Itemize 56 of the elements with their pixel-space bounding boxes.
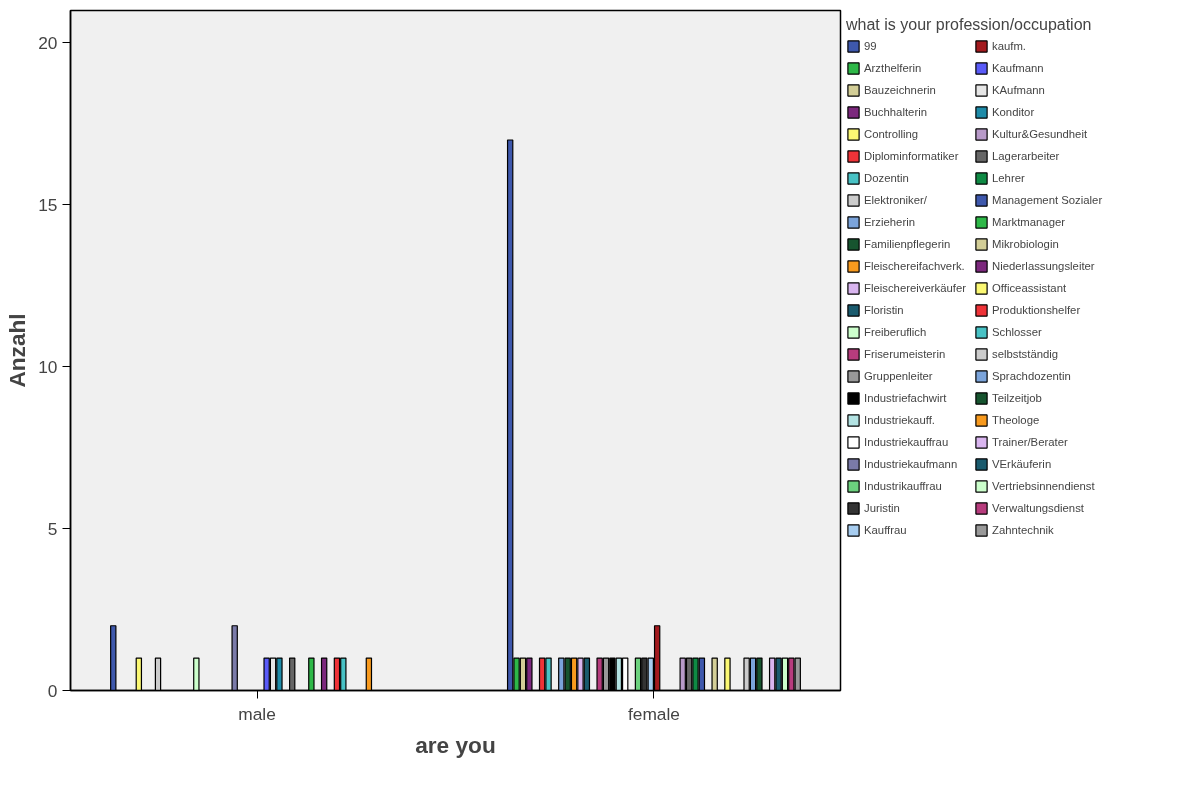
legend-label: Teilzeitjob (992, 391, 1042, 405)
legend-label: Industriekauffrau (864, 435, 949, 449)
y-tick-label: 10 (38, 356, 58, 377)
legend-label: Niederlassungsleiter (992, 259, 1095, 273)
legend-label: Fleischereiverkäufer (864, 281, 966, 295)
legend-label: Trainer/Berater (992, 435, 1068, 449)
legend-label: Konditor (992, 105, 1035, 119)
legend-label: Dozentin (864, 171, 909, 185)
legend-label: Elektroniker/ (864, 193, 927, 207)
x-axis-title: are you (415, 731, 496, 758)
legend-label: Diplominformatiker (864, 149, 959, 163)
y-tick-label: 0 (47, 680, 58, 701)
legend-label: Vertriebsinnendienst (992, 479, 1095, 493)
legend-label: Juristin (864, 501, 900, 515)
legend-label: Erzieherin (864, 215, 915, 229)
legend-label: Friserumeisterin (864, 347, 946, 361)
legend-label: Mikrobiologin (992, 237, 1059, 251)
legend-label: Kaufmann (992, 61, 1044, 75)
legend-label: Industriekauff. (864, 413, 935, 427)
legend-label: Kultur&Gesundheit (992, 127, 1088, 141)
legend-label: Freiberuflich (864, 325, 927, 339)
legend-label: Fleischereifachverk. (864, 259, 965, 273)
x-tick-label: male (238, 703, 276, 724)
legend-label: Buchhalterin (864, 105, 927, 119)
legend-label: KAufmann (992, 83, 1045, 97)
y-tick-label: 15 (38, 194, 58, 215)
legend-label: Industriefachwirt (864, 391, 947, 405)
legend-label: 99 (864, 39, 878, 53)
legend-label: Management Sozialer (992, 193, 1103, 207)
legend-label: Lehrer (992, 171, 1025, 185)
legend-label: Marktmanager (992, 215, 1066, 229)
legend-label: Sprachdozentin (992, 369, 1071, 383)
y-axis-title: Anzahl (4, 313, 31, 388)
legend-label: kaufm. (992, 39, 1026, 53)
legend-label: Bauzeichnerin (864, 83, 936, 97)
legend-label: Industriekaufmann (864, 457, 958, 471)
legend-label: Gruppenleiter (864, 369, 933, 383)
legend-title: what is your profession/occupation (846, 16, 1093, 34)
legend-label: VErkäuferin (992, 457, 1052, 471)
legend-label: Lagerarbeiter (992, 149, 1060, 163)
legend-label: Verwaltungsdienst (992, 501, 1084, 515)
legend-label: Zahntechnik (992, 523, 1054, 537)
legend-label: Produktionshelfer (992, 303, 1081, 317)
legend-label: selbstständig (992, 347, 1059, 361)
legend-label: Industrikauffrau (864, 479, 942, 493)
legend-label: Officeassistant (992, 281, 1067, 295)
legend-label: Controlling (864, 127, 919, 141)
y-tick-label: 5 (47, 518, 58, 539)
x-tick-label: female (627, 703, 680, 724)
legend-label: Schlosser (992, 325, 1042, 339)
legend-label: Familienpflegerin (864, 237, 951, 251)
legend-label: Theologe (992, 413, 1040, 427)
legend-label: Floristin (864, 303, 904, 317)
y-tick-label: 20 (38, 32, 58, 53)
legend-label: Kauffrau (864, 523, 907, 537)
legend-label: Arzthelferin (864, 61, 922, 75)
